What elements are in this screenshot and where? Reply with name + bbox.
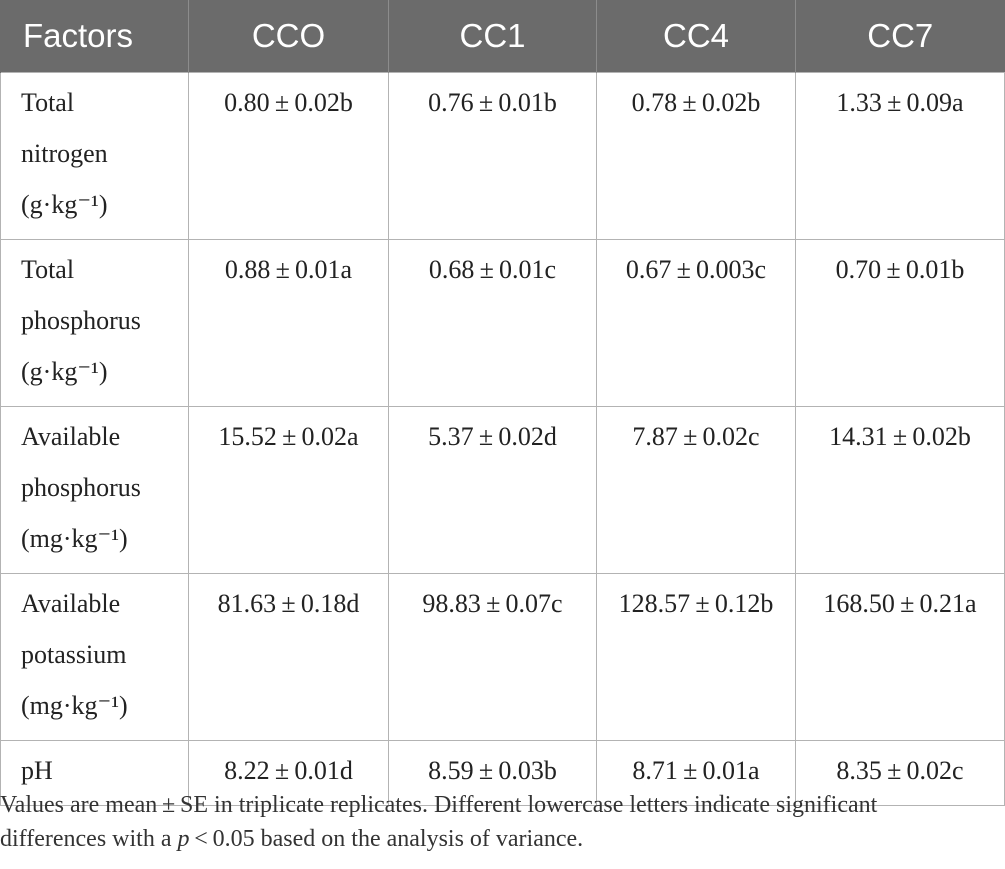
footnote-line: differences with a p < 0.05 based on the… bbox=[0, 822, 1000, 856]
factor-cell: Available phosphorus (mg·kg⁻¹) bbox=[0, 406, 189, 574]
value-cell: 0.67 ± 0.003c bbox=[596, 239, 796, 407]
header-cc4: CC4 bbox=[596, 0, 796, 73]
factor-cell: Available potassium (mg·kg⁻¹) bbox=[0, 573, 189, 741]
table-row: Total phosphorus (g·kg⁻¹) 0.88 ± 0.01a 0… bbox=[0, 239, 1005, 407]
value-cell: 14.31 ± 0.02b bbox=[795, 406, 1005, 574]
factor-unit: (mg·kg⁻¹) bbox=[21, 691, 128, 720]
table-body: Total nitrogen (g·kg⁻¹) 0.80 ± 0.02b 0.7… bbox=[0, 72, 1005, 806]
table-row: Total nitrogen (g·kg⁻¹) 0.80 ± 0.02b 0.7… bbox=[0, 72, 1005, 240]
header-cco: CCO bbox=[188, 0, 389, 73]
value-cell: 5.37 ± 0.02d bbox=[388, 406, 597, 574]
value-cell: 0.80 ± 0.02b bbox=[188, 72, 389, 240]
table-row: Available phosphorus (mg·kg⁻¹) 15.52 ± 0… bbox=[0, 406, 1005, 574]
factor-label: pH bbox=[21, 756, 53, 785]
footnote-line: Values are mean ± SE in triplicate repli… bbox=[0, 792, 878, 818]
header-cc1: CC1 bbox=[388, 0, 597, 73]
factor-label: Total bbox=[21, 88, 75, 117]
value-cell: 0.70 ± 0.01b bbox=[795, 239, 1005, 407]
factor-unit: (g·kg⁻¹) bbox=[21, 357, 108, 386]
table-row: Available potassium (mg·kg⁻¹) 81.63 ± 0.… bbox=[0, 573, 1005, 741]
value-cell: 7.87 ± 0.02c bbox=[596, 406, 796, 574]
table-footnote: Values are mean ± SE in triplicate repli… bbox=[0, 788, 1000, 856]
header-factors: Factors bbox=[0, 0, 189, 73]
factor-label: potassium bbox=[21, 640, 127, 669]
factor-cell: Total phosphorus (g·kg⁻¹) bbox=[0, 239, 189, 407]
table-header: Factors CCO CC1 CC4 CC7 bbox=[0, 0, 1005, 73]
value-cell: 128.57 ± 0.12b bbox=[596, 573, 796, 741]
value-cell: 0.76 ± 0.01b bbox=[388, 72, 597, 240]
factor-label: phosphorus bbox=[21, 473, 141, 502]
factor-cell: Total nitrogen (g·kg⁻¹) bbox=[0, 72, 189, 240]
value-cell: 0.68 ± 0.01c bbox=[388, 239, 597, 407]
value-cell: 168.50 ± 0.21a bbox=[795, 573, 1005, 741]
p-symbol: p bbox=[177, 826, 190, 852]
soil-properties-table: Factors CCO CC1 CC4 CC7 Total nitrogen (… bbox=[0, 0, 1005, 806]
value-cell: 8.22 ± 0.01d bbox=[188, 740, 389, 806]
factor-unit: (g·kg⁻¹) bbox=[21, 190, 108, 219]
table-row: pH 8.22 ± 0.01d 8.59 ± 0.03b 8.71 ± 0.01… bbox=[0, 740, 1005, 806]
value-cell: 8.59 ± 0.03b bbox=[388, 740, 597, 806]
value-cell: 8.71 ± 0.01a bbox=[596, 740, 796, 806]
value-cell: 81.63 ± 0.18d bbox=[188, 573, 389, 741]
value-cell: 98.83 ± 0.07c bbox=[388, 573, 597, 741]
factor-label: phosphorus bbox=[21, 306, 141, 335]
factor-label: Available bbox=[21, 422, 121, 451]
footnote-text: differences with a bbox=[0, 826, 178, 852]
table-container: Factors CCO CC1 CC4 CC7 Total nitrogen (… bbox=[0, 0, 1005, 806]
footnote-text: < 0.05 based on the analysis of variance… bbox=[189, 826, 584, 852]
factor-label: nitrogen bbox=[21, 139, 108, 168]
value-cell: 0.88 ± 0.01a bbox=[188, 239, 389, 407]
value-cell: 1.33 ± 0.09a bbox=[795, 72, 1005, 240]
header-cc7: CC7 bbox=[795, 0, 1005, 73]
value-cell: 8.35 ± 0.02c bbox=[795, 740, 1005, 806]
header-row: Factors CCO CC1 CC4 CC7 bbox=[0, 0, 1005, 73]
factor-cell: pH bbox=[0, 740, 189, 806]
factor-label: Available bbox=[21, 589, 121, 618]
factor-unit: (mg·kg⁻¹) bbox=[21, 524, 128, 553]
factor-label: Total bbox=[21, 255, 75, 284]
value-cell: 0.78 ± 0.02b bbox=[596, 72, 796, 240]
value-cell: 15.52 ± 0.02a bbox=[188, 406, 389, 574]
